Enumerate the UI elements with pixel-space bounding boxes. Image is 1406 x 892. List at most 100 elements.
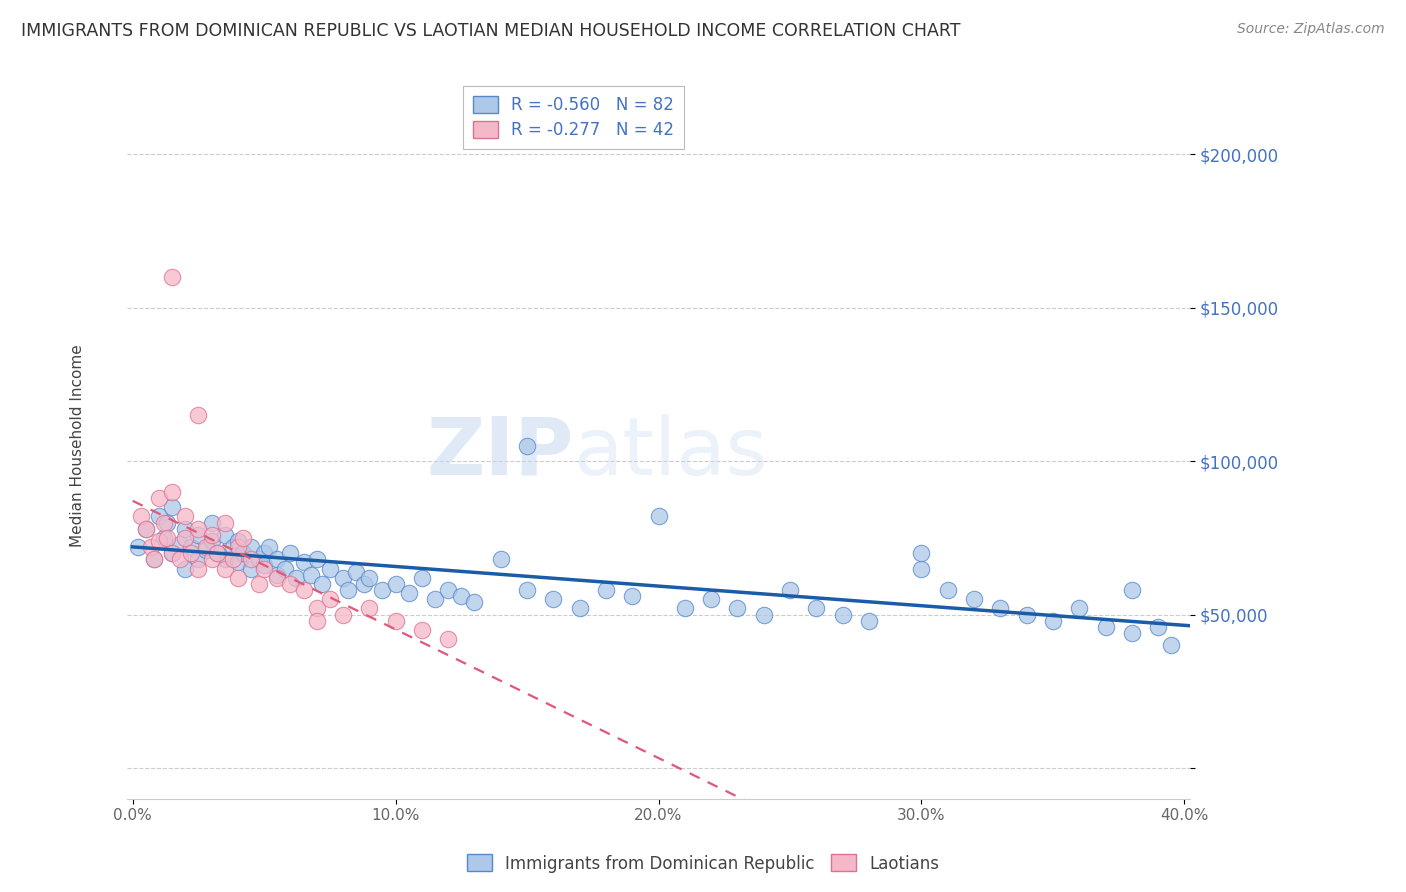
Point <box>259 540 281 554</box>
Point <box>221 540 243 554</box>
Point <box>160 269 183 284</box>
Point <box>135 522 157 536</box>
Point <box>240 540 263 554</box>
Point <box>673 601 696 615</box>
Point <box>156 531 179 545</box>
Point <box>292 556 315 570</box>
Legend: R = -0.560   N = 82, R = -0.277   N = 42: R = -0.560 N = 82, R = -0.277 N = 42 <box>463 86 685 149</box>
Point <box>214 528 236 542</box>
Point <box>169 552 191 566</box>
Point <box>148 509 170 524</box>
Point <box>437 632 460 647</box>
Point <box>205 546 228 560</box>
Point <box>142 552 165 566</box>
Point <box>226 533 249 548</box>
Point <box>359 601 381 615</box>
Point <box>621 589 644 603</box>
Point <box>910 546 932 560</box>
Point <box>384 614 406 628</box>
Text: Source: ZipAtlas.com: Source: ZipAtlas.com <box>1237 22 1385 37</box>
Point <box>226 556 249 570</box>
Point <box>187 561 209 575</box>
Point <box>284 571 307 585</box>
Point <box>463 595 485 609</box>
Point <box>153 531 176 545</box>
Point <box>1160 638 1182 652</box>
Text: Median Household Income: Median Household Income <box>70 344 84 548</box>
Point <box>700 592 723 607</box>
Point <box>384 577 406 591</box>
Point <box>725 601 748 615</box>
Point <box>274 561 297 575</box>
Point <box>148 533 170 548</box>
Point <box>337 582 360 597</box>
Point <box>595 582 617 597</box>
Point <box>135 522 157 536</box>
Point <box>266 571 288 585</box>
Point <box>253 561 276 575</box>
Point <box>831 607 853 622</box>
Point <box>1147 620 1170 634</box>
Point <box>1094 620 1116 634</box>
Point <box>148 491 170 505</box>
Point <box>240 561 263 575</box>
Point <box>1121 582 1143 597</box>
Point <box>936 582 959 597</box>
Legend: Immigrants from Dominican Republic, Laotians: Immigrants from Dominican Republic, Laot… <box>460 847 946 880</box>
Point <box>858 614 880 628</box>
Point <box>332 571 354 585</box>
Point <box>516 582 538 597</box>
Point <box>344 565 367 579</box>
Point <box>174 522 197 536</box>
Point <box>305 601 328 615</box>
Point <box>516 439 538 453</box>
Point <box>305 552 328 566</box>
Point <box>266 567 288 582</box>
Point <box>214 561 236 575</box>
Point <box>187 552 209 566</box>
Point <box>160 546 183 560</box>
Point <box>752 607 775 622</box>
Point <box>319 592 342 607</box>
Point <box>292 582 315 597</box>
Point <box>127 540 149 554</box>
Point <box>195 543 218 558</box>
Point <box>247 577 270 591</box>
Point <box>779 582 801 597</box>
Point <box>247 552 270 566</box>
Point <box>226 540 249 554</box>
Text: IMMIGRANTS FROM DOMINICAN REPUBLIC VS LAOTIAN MEDIAN HOUSEHOLD INCOME CORRELATIO: IMMIGRANTS FROM DOMINICAN REPUBLIC VS LA… <box>21 22 960 40</box>
Point <box>200 516 222 530</box>
Point <box>411 571 433 585</box>
Point <box>232 531 254 545</box>
Point <box>174 509 197 524</box>
Point <box>1042 614 1064 628</box>
Text: ZIP: ZIP <box>426 414 574 491</box>
Point <box>195 540 218 554</box>
Point <box>179 540 201 554</box>
Point <box>139 540 162 554</box>
Point <box>301 567 323 582</box>
Point <box>214 516 236 530</box>
Point <box>179 546 201 560</box>
Point <box>214 552 236 566</box>
Point <box>910 561 932 575</box>
Point <box>160 500 183 515</box>
Point <box>353 577 375 591</box>
Point <box>988 601 1011 615</box>
Point <box>160 546 183 560</box>
Point <box>398 586 420 600</box>
Point <box>200 552 222 566</box>
Point <box>240 552 263 566</box>
Point <box>129 509 152 524</box>
Point <box>311 577 333 591</box>
Point <box>280 546 302 560</box>
Point <box>200 533 222 548</box>
Point <box>371 582 394 597</box>
Point <box>543 592 565 607</box>
Point <box>280 577 302 591</box>
Point <box>142 552 165 566</box>
Point <box>169 537 191 551</box>
Point <box>647 509 669 524</box>
Point <box>174 561 197 575</box>
